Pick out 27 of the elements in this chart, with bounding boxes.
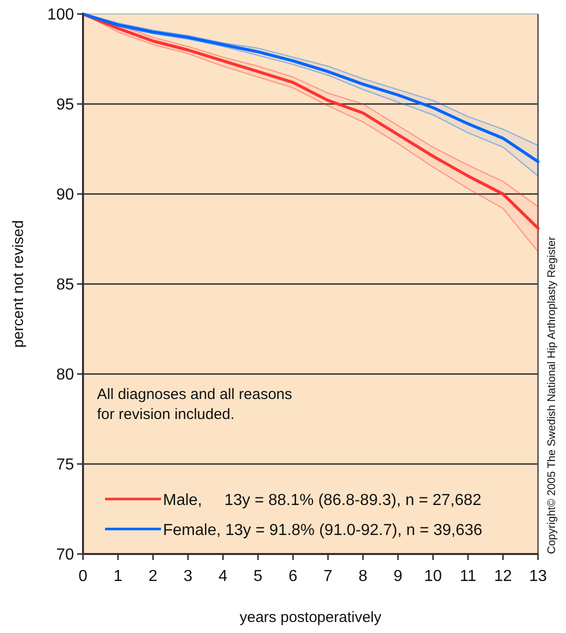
y-tick-label: 100 — [47, 6, 74, 24]
x-tick-label: 3 — [184, 568, 193, 585]
annotation: All diagnoses and all reasons for revision included. — [97, 386, 292, 424]
x-tick-label: 2 — [148, 568, 158, 585]
x-tick-label: 9 — [394, 568, 403, 585]
x-tick-label: 12 — [494, 568, 512, 585]
x-tick-label: 5 — [254, 568, 263, 585]
y-axis-title: percent not revised — [10, 220, 27, 348]
x-tick-label: 1 — [114, 568, 123, 585]
y-tick-label: 90 — [56, 186, 74, 204]
x-tick-label: 11 — [460, 568, 476, 585]
x-tick-label: 10 — [424, 568, 442, 585]
x-axis-title: years postoperatively — [240, 609, 382, 626]
x-tick-label: 7 — [324, 568, 333, 585]
x-tick-label: 8 — [358, 568, 368, 585]
y-tick-label: 95 — [56, 96, 74, 114]
y-tick-label: 70 — [56, 546, 74, 564]
text: Copyright© 2005 The Swedish National Hip Arthroplasty Register — [546, 236, 558, 554]
x-tick-label: 0 — [78, 568, 88, 585]
y-tick-label: 80 — [56, 366, 74, 384]
y-tick-label: 85 — [56, 276, 74, 294]
x-tick-label: 13 — [529, 568, 547, 585]
legend-label: Male, 13y = 88.1% (86.8-89.3), n = 27,682 — [163, 492, 482, 509]
x-tick-label: 6 — [288, 568, 298, 585]
legend-label: Female, 13y = 91.8% (91.0-92.7), n = 39,636 — [163, 522, 482, 539]
x-tick-label: 4 — [218, 568, 228, 585]
y-tick-label: 75 — [56, 456, 74, 474]
